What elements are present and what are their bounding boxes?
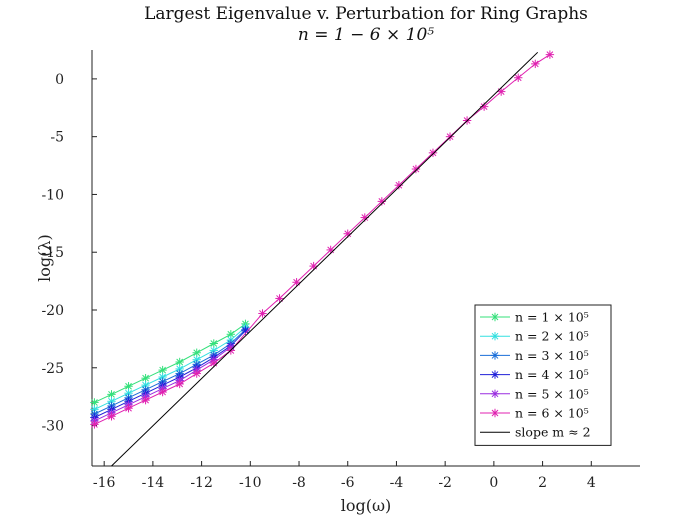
x-tick-label: -16 (93, 475, 116, 491)
y-tick-label: -25 (41, 361, 64, 377)
y-axis-label: log(λ) (35, 234, 54, 282)
series-line (94, 326, 246, 410)
series-1 (90, 319, 250, 407)
series-3 (90, 325, 250, 419)
y-tick-label: 0 (55, 72, 64, 88)
data-point (107, 412, 116, 421)
data-point (275, 294, 284, 303)
legend: n = 1 × 10⁵ n = 2 × 10⁵ n = 3 × 10⁵ n = 4 ×… (474, 304, 612, 446)
data-point (411, 164, 421, 174)
y-tick-label: -15 (41, 245, 64, 261)
series-4 (90, 326, 250, 422)
x-axis-ticks: -16 -14 -12 -10 -8 -6 -4 -2 0 2 4 (93, 461, 596, 491)
data-point (394, 181, 404, 190)
legend-entry: slope m ≈ 2 (480, 425, 591, 440)
legend-label: n = 1 × 10⁵ (515, 310, 589, 325)
data-point (428, 148, 438, 158)
series-6 (90, 50, 555, 429)
data-point (490, 370, 500, 379)
x-tick-label: -4 (390, 475, 404, 491)
y-tick-label: -20 (41, 303, 64, 319)
x-axis-label: log(ω) (341, 496, 392, 515)
series-line (94, 323, 246, 403)
chart-subtitle: n = 1 − 6 × 10⁵ (298, 25, 434, 45)
x-tick-label: 4 (587, 475, 596, 491)
y-tick-label: -10 (41, 187, 64, 203)
data-point (490, 312, 500, 322)
x-tick-label: -12 (190, 475, 213, 491)
plot-frame (91, 50, 640, 467)
data-point (192, 369, 201, 378)
legend-entry: n = 2 × 10⁵ (480, 329, 589, 344)
legend-entry: n = 6 × 10⁵ (480, 406, 589, 421)
legend-entry: n = 4 × 10⁵ (480, 367, 589, 382)
x-tick-label: -2 (438, 475, 452, 491)
legend-label: n = 3 × 10⁵ (515, 348, 589, 363)
data-point (496, 87, 506, 96)
legend-entry: n = 3 × 10⁵ (480, 348, 589, 363)
legend-label: n = 2 × 10⁵ (515, 329, 589, 344)
legend-box (474, 304, 612, 446)
y-tick-label: -5 (50, 130, 64, 146)
data-point (490, 351, 500, 360)
data-point (514, 73, 523, 82)
y-tick-label: -30 (41, 419, 64, 435)
data-point (258, 309, 267, 318)
data-point (531, 59, 540, 69)
series-group (90, 50, 555, 467)
series-line (94, 329, 246, 415)
x-tick-label: 0 (489, 475, 498, 491)
data-point (124, 404, 133, 413)
data-point (545, 50, 555, 59)
legend-entry: n = 1 × 10⁵ (480, 310, 589, 325)
data-point (226, 330, 236, 339)
x-tick-label: -10 (239, 475, 262, 491)
chart-title: Largest Eigenvalue v. Perturbation for R… (144, 4, 588, 24)
legend-label: n = 5 × 10⁵ (515, 386, 589, 401)
series-line (111, 51, 539, 467)
data-point (292, 278, 301, 287)
legend-label: n = 4 × 10⁵ (515, 367, 589, 382)
legend-label: slope m ≈ 2 (515, 425, 591, 440)
data-point (175, 357, 184, 367)
data-point (490, 332, 500, 341)
legend-entry: n = 5 × 10⁵ (480, 386, 589, 401)
data-point (141, 395, 150, 405)
data-point (175, 379, 184, 389)
series-line (94, 330, 246, 418)
y-axis-ticks: 0 -5 -10 -15 -20 -25 -30 (41, 72, 97, 435)
x-tick-label: -8 (292, 475, 306, 491)
x-tick-label: 2 (538, 475, 547, 491)
legend-label: n = 6 × 10⁵ (515, 406, 589, 421)
data-point (309, 261, 318, 271)
data-point (90, 420, 99, 429)
x-tick-label: -14 (142, 475, 165, 491)
data-point (490, 389, 500, 398)
data-point (490, 408, 500, 418)
series-7 (111, 51, 539, 467)
data-point (158, 387, 167, 397)
data-point (209, 339, 218, 348)
x-tick-label: -6 (341, 475, 355, 491)
